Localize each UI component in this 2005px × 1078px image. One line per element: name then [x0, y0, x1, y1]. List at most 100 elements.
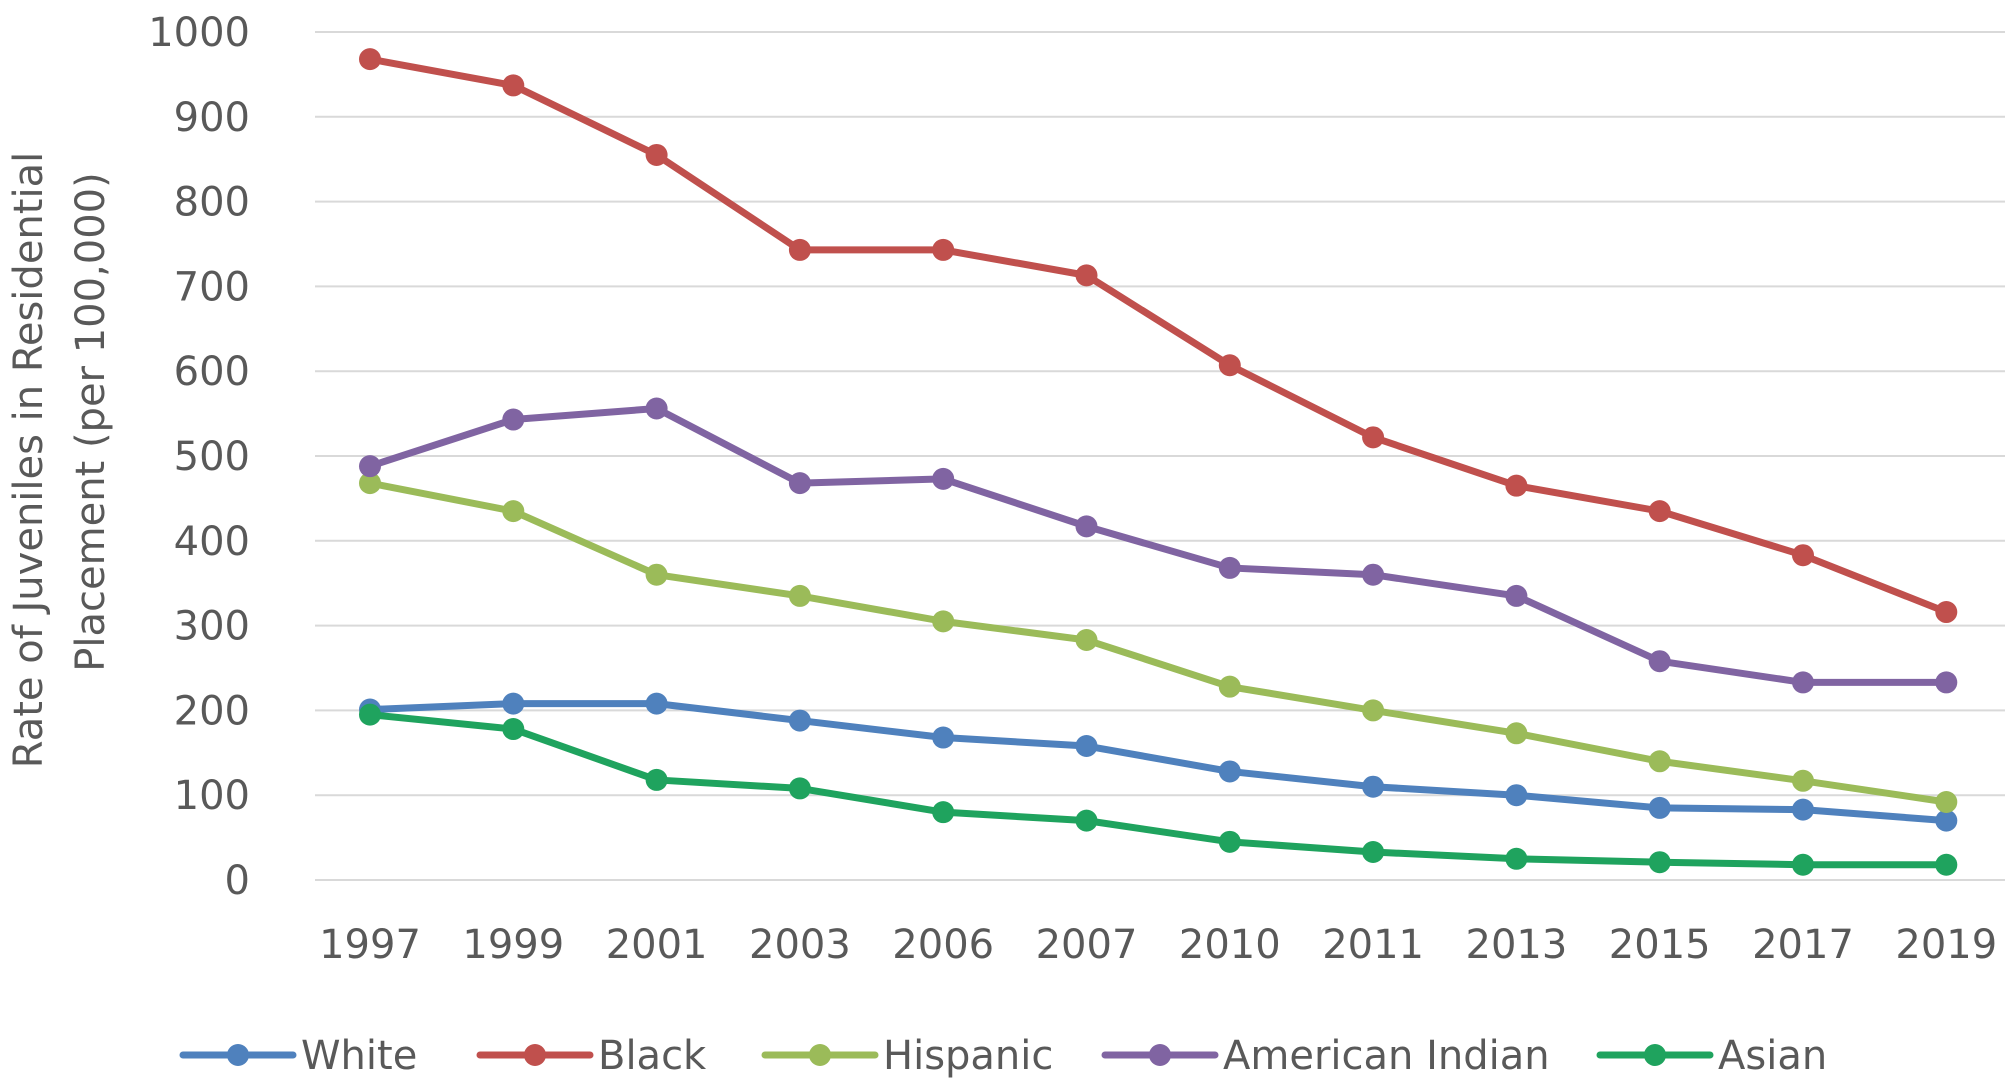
data-point-hispanic	[1505, 722, 1528, 745]
y-tick-label: 600	[174, 349, 250, 395]
legend-swatch-marker	[1644, 1044, 1666, 1066]
series-line-hispanic	[366, 479, 1950, 806]
legend-label: Asian	[1718, 1033, 1827, 1078]
series-black	[359, 48, 1958, 624]
data-point-hispanic	[1648, 750, 1671, 773]
data-point-asian	[1648, 851, 1671, 874]
series-hispanic	[359, 472, 1958, 813]
data-point-black	[1218, 354, 1241, 377]
data-point-asian	[1935, 853, 1958, 876]
gridlines	[315, 31, 2005, 881]
data-point-asian	[1075, 809, 1098, 832]
data-point-american-indian	[502, 408, 525, 431]
data-point-black	[645, 143, 668, 166]
legend-item-asian: Asian	[1596, 1033, 1827, 1078]
data-point-white	[788, 709, 811, 732]
data-point-american-indian	[359, 455, 381, 478]
y-axis-label-line-1: Rate of Juveniles in Residential	[6, 152, 52, 768]
data-point-hispanic	[1075, 629, 1098, 652]
x-axis-ticks: 1997 1999 2001 2003 2006 2007 2010 2011 2013 2015…	[319, 922, 1997, 968]
data-point-american-indian	[1505, 584, 1528, 607]
y-tick-label: 1000	[148, 10, 250, 56]
legend-item-hispanic: Hispanic	[761, 1033, 1053, 1078]
x-tick-label: 2010	[1179, 922, 1281, 968]
data-point-black	[502, 74, 525, 97]
data-point-asian	[502, 718, 525, 741]
data-point-black	[1075, 264, 1098, 287]
y-axis-label-line-2: Placement (per 100,000)	[68, 172, 114, 671]
legend-label: White	[301, 1033, 417, 1078]
data-point-american-indian	[1792, 671, 1814, 694]
y-tick-label: 500	[174, 434, 250, 480]
data-point-hispanic	[1362, 699, 1385, 722]
data-point-white	[1218, 760, 1241, 783]
data-point-american-indian	[1648, 650, 1671, 673]
data-point-black	[1648, 500, 1671, 523]
data-point-white	[932, 726, 955, 749]
series-line-asian	[366, 711, 1950, 869]
y-axis-ticks: 0 100 200 300 400 500 600 700 800 900 1000	[148, 10, 250, 904]
legend-item-black: Black	[476, 1033, 707, 1078]
y-tick-label: 800	[174, 180, 250, 226]
y-tick-label: 0	[225, 858, 250, 904]
data-point-white	[1935, 809, 1958, 832]
legend-label: Hispanic	[883, 1033, 1053, 1078]
data-point-black	[932, 238, 955, 261]
legend-label: American Indian	[1223, 1033, 1550, 1078]
series-line-american-indian	[366, 405, 1950, 686]
data-point-white	[1505, 784, 1528, 807]
x-tick-label: 2007	[1036, 922, 1138, 968]
data-point-asian	[1792, 853, 1814, 876]
data-point-hispanic	[502, 500, 525, 523]
legend-swatch-marker	[809, 1044, 831, 1066]
data-point-american-indian	[1218, 556, 1241, 579]
data-point-asian	[645, 768, 668, 791]
legend: White Black Hispanic American Indian Asian	[179, 1033, 1827, 1078]
data-point-white	[1648, 796, 1671, 819]
data-point-black	[1362, 426, 1385, 449]
data-point-asian	[1362, 841, 1385, 864]
legend-item-american-indian: American Indian	[1101, 1033, 1550, 1078]
y-tick-label: 700	[174, 264, 250, 310]
series-american-indian	[359, 397, 1958, 694]
y-axis-label: Rate of Juveniles in Residential Placeme…	[6, 152, 114, 768]
data-point-black	[1505, 474, 1528, 497]
data-point-black	[359, 48, 381, 71]
data-point-white	[1792, 798, 1814, 821]
x-tick-label: 2001	[606, 922, 708, 968]
data-point-hispanic	[645, 563, 668, 586]
x-tick-label: 2011	[1322, 922, 1424, 968]
data-point-american-indian	[1935, 671, 1958, 694]
x-tick-label: 2015	[1609, 922, 1711, 968]
legend-label: Black	[598, 1033, 707, 1078]
data-point-hispanic	[788, 584, 811, 607]
legend-item-white: White	[179, 1033, 417, 1078]
legend-swatch-marker	[1149, 1044, 1171, 1066]
legend-swatch-marker	[524, 1044, 546, 1066]
data-point-white	[1075, 735, 1098, 758]
data-point-black	[788, 238, 811, 261]
data-point-asian	[1505, 847, 1528, 870]
series-lines	[359, 48, 1958, 876]
legend-swatch-marker	[227, 1044, 249, 1066]
data-point-black	[1935, 601, 1958, 624]
x-tick-label: 2019	[1895, 922, 1997, 968]
x-tick-label: 2013	[1466, 922, 1568, 968]
data-point-hispanic	[1792, 769, 1814, 792]
series-line-white	[366, 700, 1950, 825]
data-point-white	[645, 692, 668, 715]
data-point-asian	[359, 703, 381, 726]
series-asian	[359, 703, 1958, 876]
y-tick-label: 200	[174, 688, 250, 734]
data-point-asian	[788, 777, 811, 800]
x-tick-label: 1997	[319, 922, 421, 968]
data-point-hispanic	[1935, 790, 1958, 813]
data-point-hispanic	[932, 610, 955, 633]
data-point-american-indian	[1075, 515, 1098, 538]
data-point-asian	[1218, 830, 1241, 853]
y-tick-label: 300	[174, 604, 250, 650]
data-point-american-indian	[645, 397, 668, 420]
x-tick-label: 1999	[462, 922, 564, 968]
y-tick-label: 400	[174, 519, 250, 565]
